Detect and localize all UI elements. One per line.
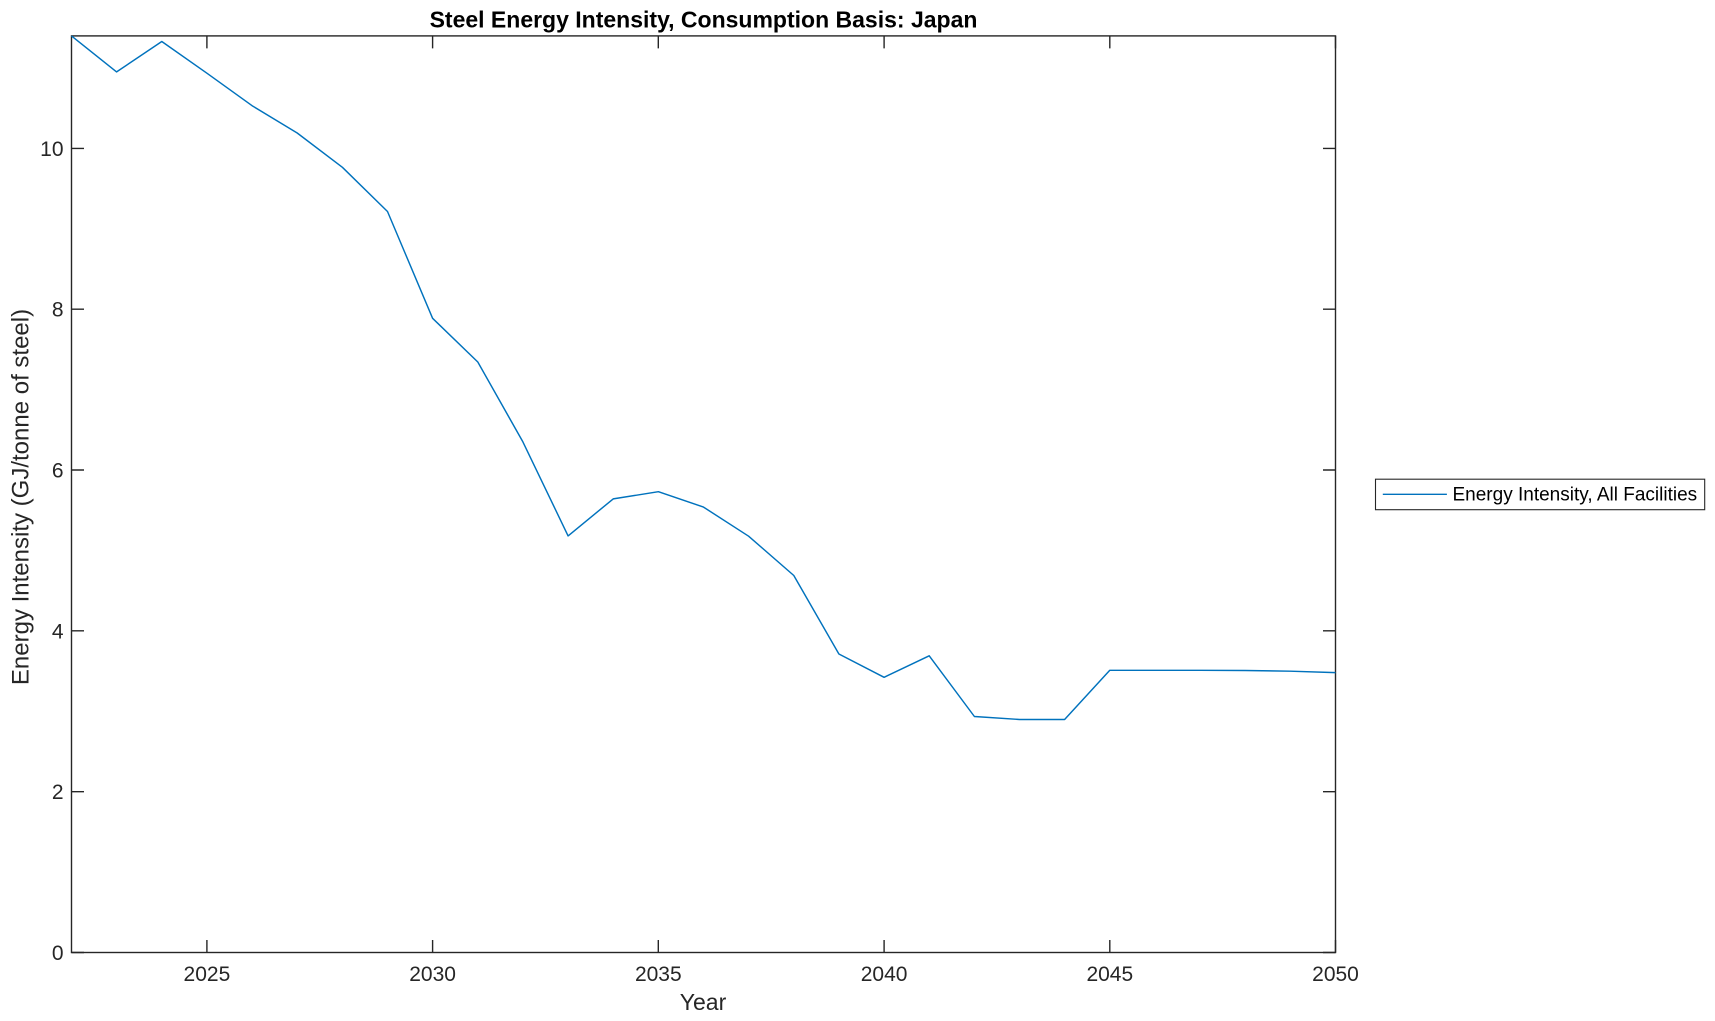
svg-text:4: 4 — [52, 620, 64, 643]
svg-text:8: 8 — [52, 299, 64, 322]
svg-text:2050: 2050 — [1312, 963, 1359, 986]
svg-text:0: 0 — [52, 942, 64, 965]
svg-text:2025: 2025 — [184, 963, 231, 986]
svg-text:Energy Intensity (GJ/tonne of: Energy Intensity (GJ/tonne of steel) — [8, 309, 35, 685]
svg-text:10: 10 — [40, 138, 63, 161]
svg-text:2040: 2040 — [861, 963, 908, 986]
svg-text:Energy Intensity, All Faciliti: Energy Intensity, All Facilities — [1453, 485, 1698, 506]
svg-text:2030: 2030 — [409, 963, 456, 986]
svg-text:2: 2 — [52, 781, 64, 804]
svg-text:2035: 2035 — [635, 963, 682, 986]
svg-text:2045: 2045 — [1086, 963, 1133, 986]
svg-text:6: 6 — [52, 460, 64, 483]
svg-text:Steel Energy Intensity, Consum: Steel Energy Intensity, Consumption Basi… — [430, 7, 978, 33]
svg-text:Year: Year — [680, 989, 727, 1015]
